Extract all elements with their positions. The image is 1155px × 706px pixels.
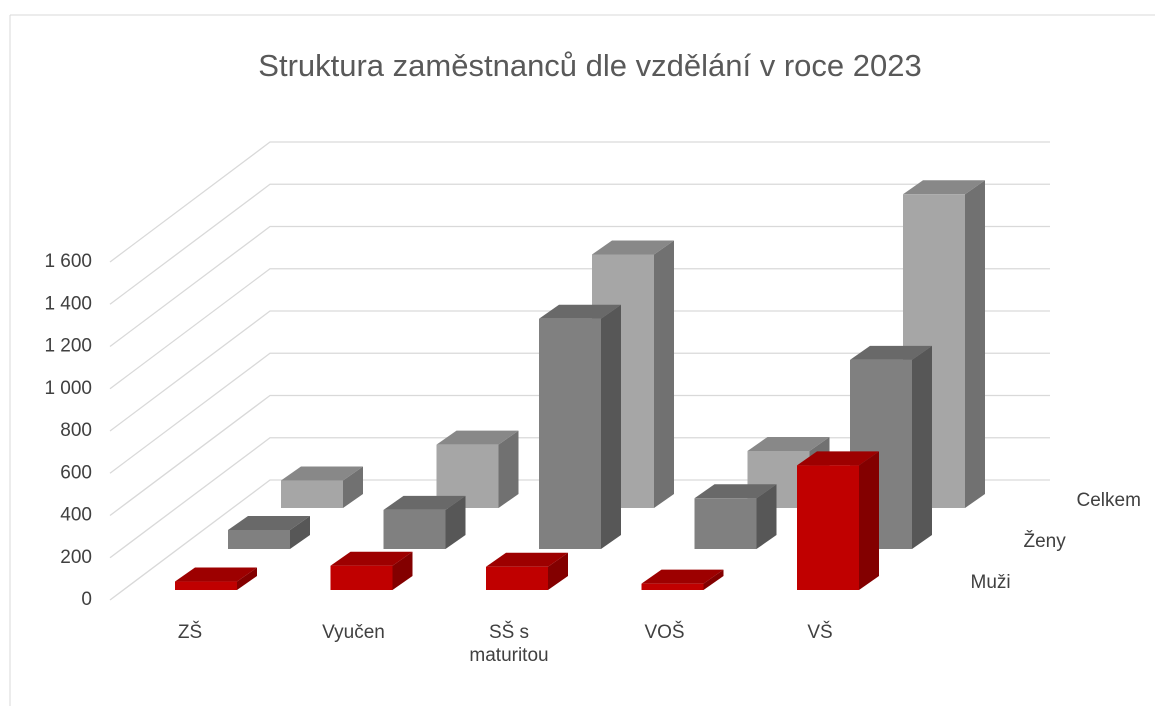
bar-top: [903, 180, 985, 195]
y-tick-label: 400: [60, 505, 92, 526]
bar-front: [694, 498, 757, 549]
bar-front: [281, 480, 343, 508]
bar-top: [641, 569, 724, 584]
bar-top: [330, 551, 413, 566]
bar-front: [641, 583, 704, 590]
bar-side: [601, 304, 621, 549]
bar: [383, 495, 466, 549]
bar-top: [175, 567, 257, 582]
x-tick-label: VŠ: [807, 622, 833, 643]
grid-line: [109, 141, 1050, 263]
bar-top: [747, 436, 830, 451]
bar: [228, 515, 310, 549]
bar-top: [383, 495, 466, 510]
bar-side: [290, 515, 310, 549]
y-tick-label: 1 600: [44, 251, 92, 272]
bar-top: [486, 552, 568, 567]
bar: [486, 552, 568, 590]
bar-side: [445, 495, 466, 549]
y-tick-label: 1 400: [44, 293, 92, 314]
bar-side: [392, 551, 413, 590]
bar-front: [228, 529, 290, 549]
y-tick-label: 800: [60, 420, 92, 441]
y-tick-label: 1 200: [44, 336, 92, 357]
bar: [797, 451, 879, 590]
bar-top: [539, 304, 621, 319]
bar: [330, 551, 413, 590]
bar-top: [436, 430, 519, 445]
bar-side: [498, 430, 519, 508]
bar: [694, 484, 777, 549]
x-tick-label: SŠ s maturitou: [469, 622, 549, 666]
bar: [175, 567, 257, 590]
grid-line: [109, 183, 1050, 305]
y-tick-label: 0: [81, 589, 92, 610]
bar-side: [756, 484, 777, 549]
bar-front: [486, 566, 548, 590]
series-label: Ženy: [1024, 530, 1067, 552]
grid-line: [109, 394, 1050, 517]
bar-side: [343, 466, 363, 508]
x-tick-label: Vyučen: [322, 622, 385, 643]
bar: [641, 569, 724, 590]
grid-line: [109, 268, 1050, 390]
bar-side: [237, 567, 257, 590]
bar-side: [548, 552, 568, 590]
bar-front: [175, 581, 237, 590]
bar-top: [694, 484, 777, 499]
series-label: Celkem: [1077, 490, 1141, 511]
bar: [436, 430, 519, 508]
bar-side: [703, 569, 724, 590]
bar-side: [965, 180, 985, 508]
bar-top: [592, 240, 674, 255]
bar-front: [797, 465, 859, 590]
bar: [281, 466, 363, 508]
y-tick-label: 200: [60, 547, 92, 568]
bar: [539, 304, 621, 549]
bar-front: [539, 318, 601, 549]
x-tick-label: ZŠ: [177, 622, 203, 643]
bar-front: [330, 565, 393, 590]
y-tick-label: 600: [60, 462, 92, 483]
bar-side: [654, 240, 674, 508]
bar-front: [383, 509, 446, 549]
y-tick-label: 1 000: [44, 378, 92, 399]
series-label: Muži: [971, 572, 1011, 593]
x-tick-label: VOŠ: [644, 622, 685, 643]
chart-title: Struktura zaměstnanců dle vzdělání v roc…: [258, 48, 921, 83]
bar-top: [850, 345, 932, 360]
bar-top: [228, 515, 310, 530]
bar-side: [859, 451, 879, 590]
grid-line: [109, 352, 1050, 474]
bar-side: [912, 345, 932, 549]
bar-top: [281, 466, 363, 481]
bar-top: [797, 451, 879, 466]
grid-line: [109, 225, 1050, 348]
grid-line: [109, 310, 1050, 432]
